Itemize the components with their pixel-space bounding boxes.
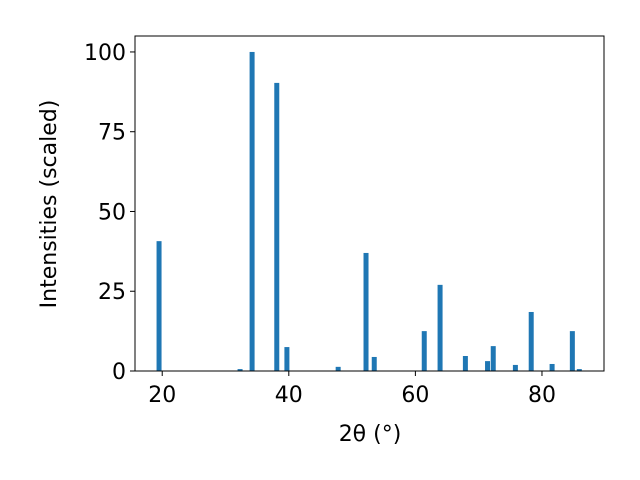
- bar: [512, 364, 518, 371]
- bar: [363, 252, 369, 371]
- x-tick-label: 40: [275, 383, 303, 408]
- bar: [249, 51, 255, 371]
- y-tick-label: 75: [98, 121, 126, 146]
- y-tick-label: 0: [112, 360, 126, 385]
- bar: [437, 284, 443, 371]
- bar: [156, 241, 162, 371]
- x-tick-label: 20: [148, 383, 176, 408]
- bar: [485, 361, 491, 371]
- bar: [335, 366, 341, 371]
- bar: [284, 347, 290, 371]
- y-tick-label: 25: [98, 280, 126, 305]
- bar: [421, 331, 427, 371]
- plot-frame: [134, 35, 605, 372]
- x-tick-label: 60: [401, 383, 429, 408]
- bar: [576, 369, 582, 371]
- bar: [274, 82, 280, 372]
- bar: [528, 311, 534, 371]
- x-tick-label: 80: [528, 383, 556, 408]
- bar: [569, 331, 575, 371]
- y-tick-label: 50: [98, 200, 126, 225]
- bar: [462, 356, 468, 371]
- bar: [490, 346, 496, 371]
- y-tick-label: 100: [84, 41, 126, 66]
- x-axis-label: 2θ (°): [339, 422, 402, 447]
- bar: [549, 363, 555, 371]
- bar: [237, 369, 243, 371]
- y-axis-label: Intensities (scaled): [37, 100, 62, 309]
- bar: [371, 356, 377, 371]
